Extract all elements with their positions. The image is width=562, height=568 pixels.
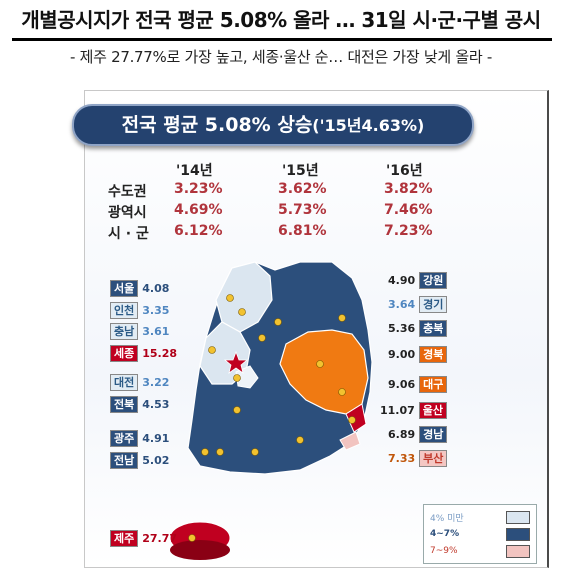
legend-row-4-7: 4~7%	[430, 526, 530, 542]
headline: 개별공시지가 전국 평균 5.08% 올라 … 31일 시·군·구별 공시	[21, 8, 541, 32]
map-region-ulsan	[345, 403, 367, 433]
region-label-jeonnam: 전남 5.02	[110, 452, 173, 469]
sejong-star-icon	[223, 350, 249, 374]
subheadline: - 제주 27.77%로 가장 높고, 세종·울산 순… 대전은 가장 낮게 올…	[70, 48, 492, 66]
national-average-banner: 전국 평균 5.08% 상승('15년4.63%)	[72, 104, 474, 146]
table-cell: 7.23%	[384, 223, 433, 239]
row-label-metro: 광역시	[108, 205, 147, 221]
table-cell: 3.62%	[278, 181, 327, 197]
table-cell: 7.46%	[384, 202, 433, 218]
row-label-capital: 수도권	[108, 184, 147, 200]
map-region-gyeonggi	[215, 261, 273, 333]
region-label-gwangju: 광주 4.91	[110, 430, 173, 447]
banner-main: 전국 평균 5.08% 상승	[121, 114, 313, 136]
year-2014: '14년	[176, 163, 213, 179]
region-label-daejeon: 대전 3.22	[110, 374, 173, 391]
region-label-daegu: 9.06 대구	[384, 376, 448, 393]
region-label-gangwon: 4.90 강원	[384, 272, 448, 289]
region-label-sejong: 세종 15.28	[110, 345, 181, 362]
year-2015: '15년	[282, 163, 319, 179]
location-pins	[188, 294, 356, 542]
region-label-chungbuk: 5.36 충북	[384, 320, 448, 337]
map-region-busan	[339, 431, 361, 451]
table-cell: 4.69%	[174, 202, 223, 218]
table-cell: 6.81%	[278, 223, 327, 239]
region-label-ulsan: 11.07 울산	[376, 402, 448, 419]
year-2016: '16년	[386, 163, 423, 179]
region-label-chungnam: 충남 3.61	[110, 323, 173, 340]
map-legend: 4% 미만 4~7% 7~9%	[423, 504, 537, 564]
region-label-jeonbuk: 전북 4.53	[110, 396, 173, 413]
region-label-busan: 7.33 부산	[384, 450, 448, 467]
region-label-seoul: 서울 4.08	[110, 280, 173, 297]
legend-row-under-4: 4% 미만	[430, 509, 530, 525]
table-cell: 6.12%	[174, 223, 223, 239]
region-label-jeju: 제주 27.77	[110, 530, 181, 547]
headline-rule	[12, 38, 552, 41]
table-cell: 3.82%	[384, 181, 433, 197]
table-cell: 3.23%	[174, 181, 223, 197]
legend-row-7-9: 7~9%	[430, 543, 530, 559]
table-cell: 5.73%	[278, 202, 327, 218]
banner-sub: ('15년4.63%)	[312, 116, 425, 135]
region-label-gyeongbuk: 9.00 경북	[384, 346, 448, 363]
region-label-gyeonggi: 3.64 경기	[384, 296, 448, 313]
region-label-gyeongnam: 6.89 경남	[384, 426, 448, 443]
row-label-city-county: 시 · 군	[108, 226, 149, 242]
region-label-incheon: 인천 3.35	[110, 302, 173, 319]
